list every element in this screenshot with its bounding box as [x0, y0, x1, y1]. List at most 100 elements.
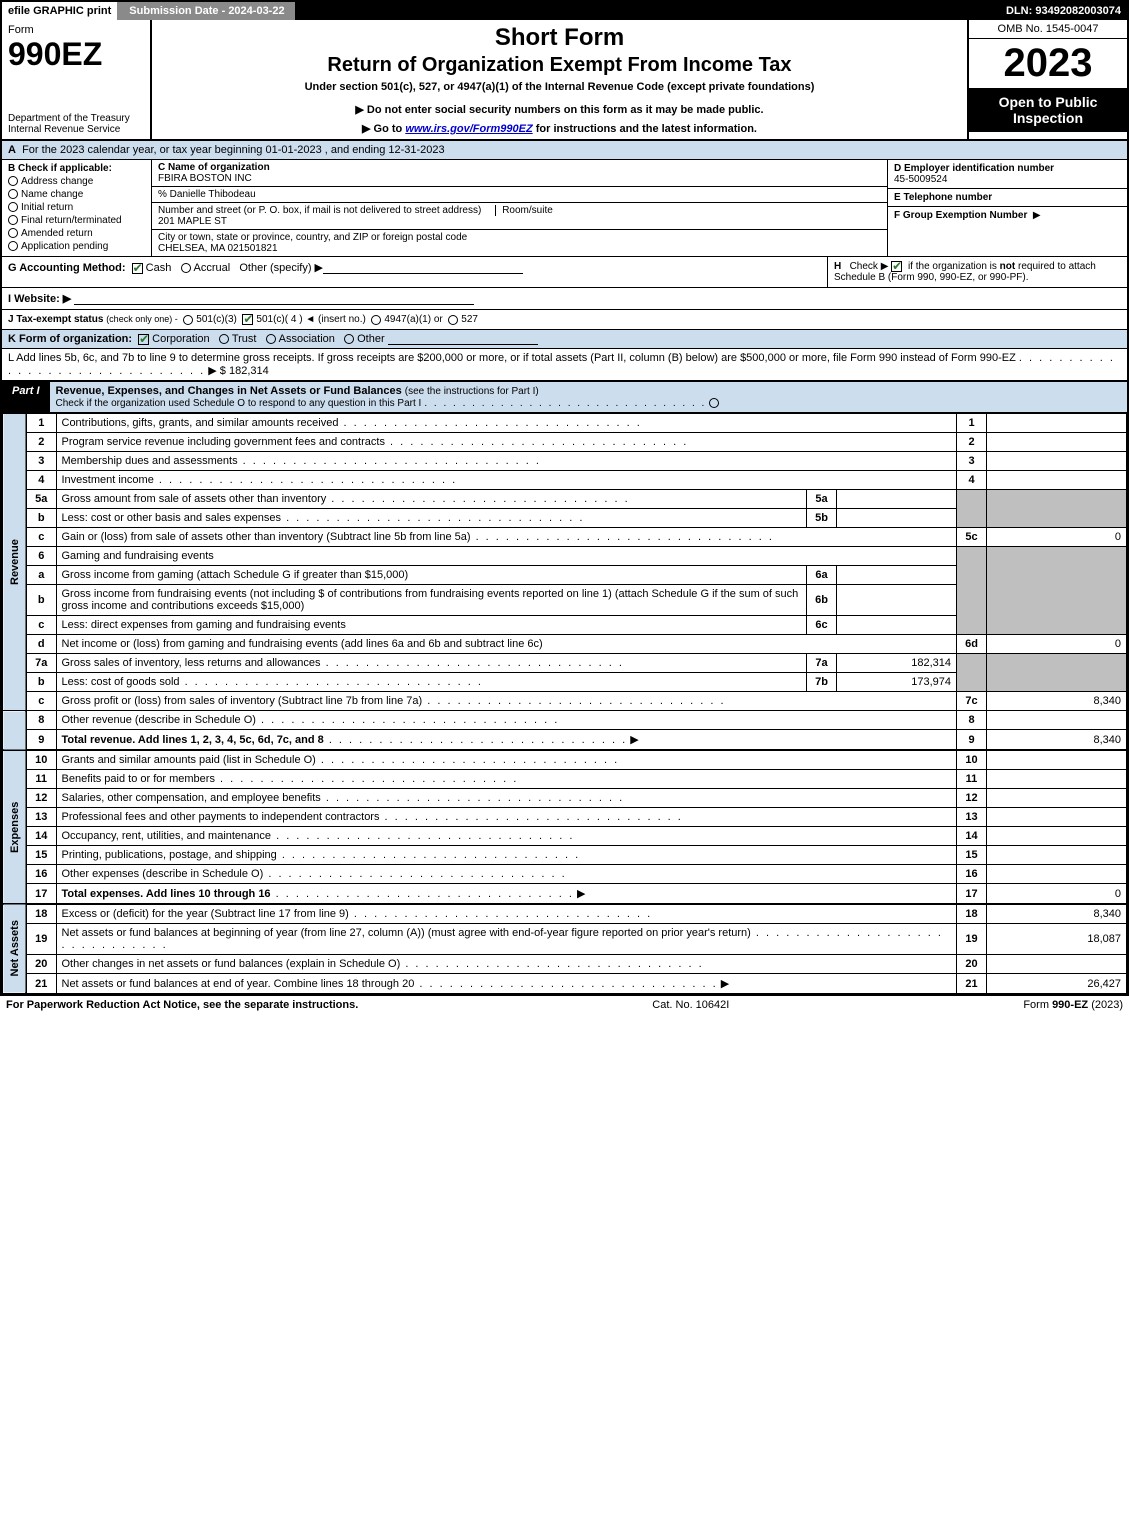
form-number: 990EZ	[8, 36, 144, 73]
sub-label: 7a	[807, 654, 837, 673]
line-num: 10	[26, 750, 56, 770]
line-amt: 8,340	[987, 730, 1127, 751]
line-k: K Form of organization: Corporation Trus…	[2, 330, 1127, 349]
grey-cell	[987, 547, 1127, 635]
j-501c3-radio[interactable]	[183, 315, 193, 325]
check-label: Initial return	[21, 202, 73, 213]
line-num: 9	[26, 730, 56, 751]
line-no: 7c	[957, 692, 987, 711]
footer-left: For Paperwork Reduction Act Notice, see …	[6, 999, 358, 1011]
line-amt	[987, 827, 1127, 846]
other-specify-line[interactable]	[323, 262, 523, 274]
line-desc: Net income or (loss) from gaming and fun…	[56, 635, 957, 654]
sub-label: 6b	[807, 585, 837, 616]
sub-value	[837, 490, 957, 509]
j-501c3: 501(c)(3)	[196, 314, 237, 325]
line-i: I Website: ▶	[2, 288, 1127, 310]
table-row: 17 Total expenses. Add lines 10 through …	[3, 884, 1127, 905]
check-address-change[interactable]: Address change	[8, 176, 145, 187]
sub-label: 7b	[807, 673, 837, 692]
street-cell: Number and street (or P. O. box, if mail…	[152, 203, 887, 230]
street-value: 201 MAPLE ST	[158, 216, 227, 227]
efile-print-label[interactable]: efile GRAPHIC print	[2, 2, 119, 20]
table-row: 15 Printing, publications, postage, and …	[3, 846, 1127, 865]
line-num: 13	[26, 808, 56, 827]
form-container: efile GRAPHIC print Submission Date - 20…	[0, 0, 1129, 996]
line-desc: Professional fees and other payments to …	[56, 808, 957, 827]
line-a-prefix: A	[8, 144, 16, 156]
line-no: 8	[957, 711, 987, 730]
line-amt	[987, 789, 1127, 808]
k-trust-radio[interactable]	[219, 334, 229, 344]
k-corp-check[interactable]	[138, 334, 149, 345]
check-label: Application pending	[21, 241, 108, 252]
line-amt	[987, 471, 1127, 490]
cash-checkbox[interactable]	[132, 263, 143, 274]
check-application-pending[interactable]: Application pending	[8, 241, 145, 252]
line-desc: Less: direct expenses from gaming and fu…	[56, 616, 807, 635]
revenue-side-label: Revenue	[3, 414, 27, 711]
line-no: 13	[957, 808, 987, 827]
k-trust: Trust	[232, 333, 257, 345]
topbar-spacer	[297, 2, 1000, 20]
line-num: 1	[26, 414, 56, 433]
check-amended-return[interactable]: Amended return	[8, 228, 145, 239]
sub-value	[837, 566, 957, 585]
irs-link[interactable]: www.irs.gov/Form990EZ	[405, 123, 532, 135]
k-assoc: Association	[279, 333, 335, 345]
accrual-radio[interactable]	[181, 263, 191, 273]
l-text: L Add lines 5b, 6c, and 7b to line 9 to …	[8, 352, 1016, 364]
line-a: A For the 2023 calendar year, or tax yea…	[2, 141, 1127, 160]
line-g: G Accounting Method: Cash Accrual Other …	[2, 257, 827, 287]
j-4947-radio[interactable]	[371, 315, 381, 325]
line-amt	[987, 750, 1127, 770]
part-i-table: Revenue 1 Contributions, gifts, grants, …	[2, 413, 1127, 994]
grey-cell	[957, 547, 987, 635]
k-other-radio[interactable]	[344, 334, 354, 344]
table-row: 4 Investment income 4	[3, 471, 1127, 490]
ein-cell: D Employer identification number 45-5009…	[888, 160, 1127, 189]
line-desc: Contributions, gifts, grants, and simila…	[56, 414, 957, 433]
check-final-return[interactable]: Final return/terminated	[8, 215, 145, 226]
line-amt	[987, 433, 1127, 452]
h-checkbox[interactable]	[891, 261, 902, 272]
line-amt: 0	[987, 884, 1127, 905]
table-row: 12 Salaries, other compensation, and emp…	[3, 789, 1127, 808]
arrow-left-icon	[305, 314, 315, 325]
city-value: CHELSEA, MA 021501821	[158, 243, 278, 254]
section-b-header: B Check if applicable:	[8, 163, 145, 174]
line-desc: Gain or (loss) from sale of assets other…	[56, 528, 957, 547]
line-desc: Grants and similar amounts paid (list in…	[56, 750, 957, 770]
line-num: 16	[26, 865, 56, 884]
org-name-cell: C Name of organization FBIRA BOSTON INC	[152, 160, 887, 187]
table-row: Revenue 1 Contributions, gifts, grants, …	[3, 414, 1127, 433]
line-amt	[987, 452, 1127, 471]
part-i-check-line: Check if the organization used Schedule …	[56, 398, 422, 409]
line-num: b	[26, 509, 56, 528]
top-bar: efile GRAPHIC print Submission Date - 20…	[2, 2, 1127, 20]
part-i-tag: Part I	[2, 382, 50, 412]
short-form-title: Short Form	[160, 24, 959, 52]
part-i-checkbox[interactable]	[709, 398, 719, 408]
check-name-change[interactable]: Name change	[8, 189, 145, 200]
footer-mid: Cat. No. 10642I	[652, 999, 729, 1011]
website-line[interactable]	[74, 293, 474, 305]
ein-label: D Employer identification number	[894, 163, 1054, 174]
j-501c-check[interactable]	[242, 314, 253, 325]
k-assoc-radio[interactable]	[266, 334, 276, 344]
table-row: 13 Professional fees and other payments …	[3, 808, 1127, 827]
table-row: 5a Gross amount from sale of assets othe…	[3, 490, 1127, 509]
check-label: Final return/terminated	[21, 215, 122, 226]
sub-value: 182,314	[837, 654, 957, 673]
line-num: 3	[26, 452, 56, 471]
line-amt	[987, 955, 1127, 974]
line-desc: Gross income from fundraising events (no…	[56, 585, 807, 616]
line-no: 11	[957, 770, 987, 789]
table-row: 7a Gross sales of inventory, less return…	[3, 654, 1127, 673]
k-other-line[interactable]	[388, 333, 538, 345]
g-label: G Accounting Method:	[8, 262, 126, 274]
j-527-radio[interactable]	[448, 315, 458, 325]
check-initial-return[interactable]: Initial return	[8, 202, 145, 213]
line-desc: Salaries, other compensation, and employ…	[56, 789, 957, 808]
city-cell: City or town, state or province, country…	[152, 230, 887, 256]
